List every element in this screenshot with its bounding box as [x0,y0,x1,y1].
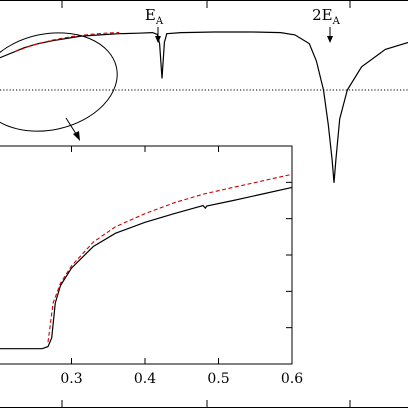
inset-x-tick-label-3: 0.6 [281,371,303,387]
inset-plot: 0.3 0.4 0.5 0.6 [0,145,303,387]
inset-series-solid [0,186,293,350]
annotation-arrowhead-1 [327,36,333,43]
annotation-0: EA [145,6,164,27]
inset-frame [0,145,293,365]
annotation-1: 2EA [312,6,341,27]
inset-series-dashed [47,173,293,343]
inset-x-tick-label-1: 0.4 [134,371,156,387]
inset-x-tick-label-0: 0.3 [60,371,82,387]
annotation-arrowhead-0 [155,36,161,43]
main-series-solid [0,31,408,183]
zoom-arrow-head [73,131,80,141]
main-series-dashed [14,32,120,53]
annotations: EA 2EA [145,6,341,43]
inset-x-tick-label-2: 0.5 [207,371,229,387]
zoom-ellipse [0,32,118,132]
